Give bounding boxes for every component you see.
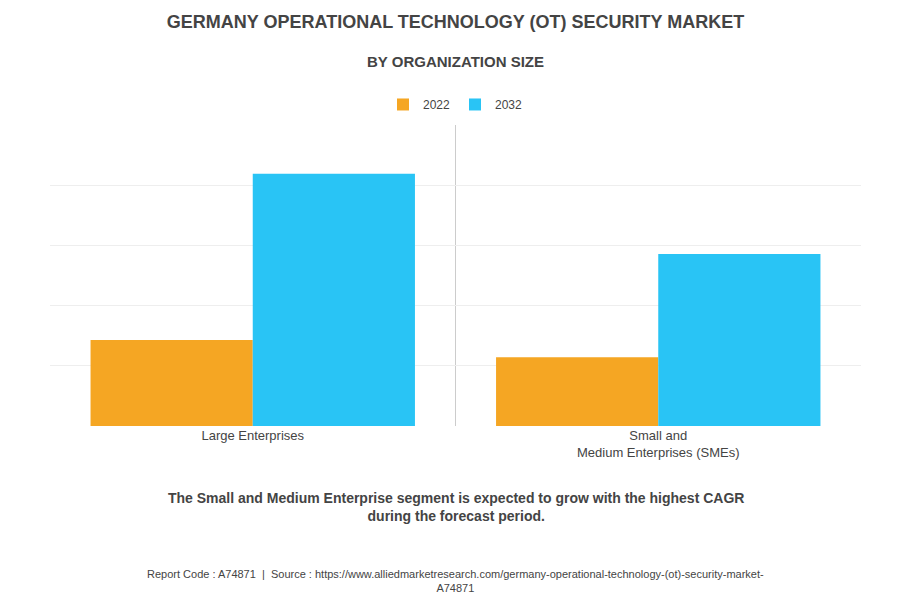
svg-text:The Small and Medium Enterpris: The Small and Medium Enterprise segment … — [168, 490, 744, 524]
svg-text:2022: 2022 — [423, 98, 450, 112]
svg-text:Large Enterprises: Large Enterprises — [201, 428, 304, 443]
svg-text:Small andMedium Enterprises (S: Small andMedium Enterprises (SMEs) — [577, 428, 740, 460]
svg-text:BY ORGANIZATION SIZE: BY ORGANIZATION SIZE — [367, 53, 544, 70]
svg-text:Report Code : A74871 | Sourc: Report Code : A74871 | Source : https://… — [147, 568, 764, 594]
svg-text:2032: 2032 — [495, 98, 522, 112]
svg-text:GERMANY OPERATIONAL TECHNOLOGY: GERMANY OPERATIONAL TECHNOLOGY (OT) SECU… — [167, 12, 744, 32]
